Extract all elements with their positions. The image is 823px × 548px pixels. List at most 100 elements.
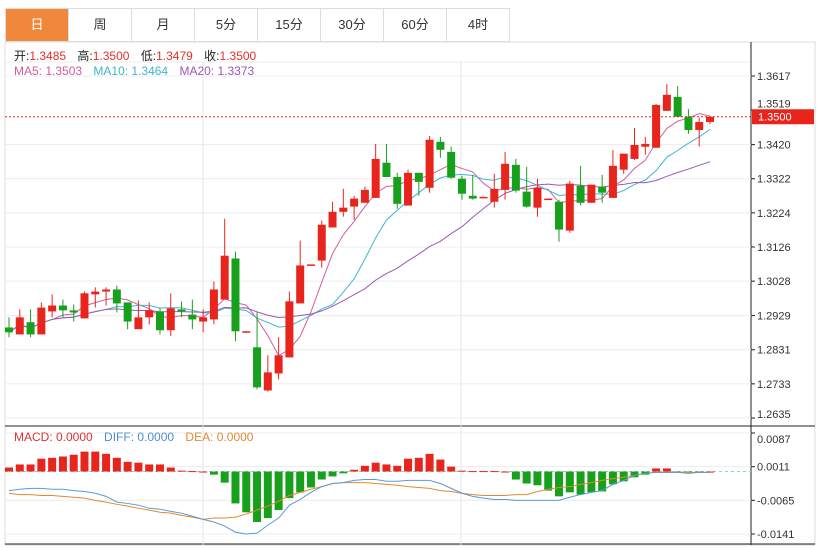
candle-body — [360, 189, 369, 203]
macd-bar — [220, 471, 229, 483]
dea-line — [8, 471, 710, 520]
candle-body — [188, 314, 197, 320]
macd-bar — [263, 471, 272, 519]
candle-body — [123, 302, 132, 322]
candle-body — [608, 165, 617, 198]
candle-body — [48, 305, 57, 312]
tab-30min[interactable]: 30分 — [321, 9, 384, 41]
candle — [102, 287, 111, 306]
macd-bar — [447, 466, 456, 472]
candle-body — [285, 301, 294, 358]
candle-body — [479, 196, 488, 199]
candle-body — [511, 164, 520, 191]
macd-bar — [15, 464, 24, 472]
candle — [37, 302, 46, 335]
candle — [166, 293, 175, 337]
candle-body — [155, 311, 164, 331]
candle — [350, 195, 359, 220]
candle — [177, 301, 186, 318]
price-tick-label: 1.2929 — [757, 311, 791, 323]
candle-body — [522, 191, 531, 207]
candle — [684, 109, 693, 134]
candle — [393, 172, 402, 209]
candle — [468, 174, 477, 200]
macd-bar — [619, 471, 628, 482]
candle-body — [306, 264, 315, 266]
candle-body — [414, 172, 423, 182]
candle-body — [220, 255, 229, 300]
macd-bar — [436, 459, 445, 472]
tab-5min[interactable]: 5分 — [195, 9, 258, 41]
candle — [285, 291, 294, 358]
candle-body — [177, 309, 186, 312]
candle — [608, 149, 617, 198]
candle-body — [134, 317, 143, 330]
candle-body — [199, 317, 208, 322]
candle — [48, 294, 57, 318]
macd-bar — [209, 471, 218, 475]
macd-bar — [511, 471, 520, 480]
candle-body — [468, 195, 477, 199]
macd-bar — [339, 471, 348, 474]
tab-15min[interactable]: 15分 — [258, 9, 321, 41]
open-value: 1.3485 — [29, 49, 67, 63]
candle — [630, 127, 639, 160]
low-label: 低: — [140, 49, 157, 63]
macd-bar — [58, 456, 67, 472]
candle — [155, 308, 164, 335]
high-label: 高: — [77, 49, 93, 63]
tab-60min[interactable]: 60分 — [384, 9, 447, 41]
macd-bar — [37, 458, 46, 472]
candle-body — [166, 308, 175, 331]
candle-body — [37, 307, 46, 335]
close-value: 1.3500 — [219, 49, 257, 63]
candle-body — [102, 289, 111, 292]
price-tick-label: 1.3420 — [757, 140, 791, 152]
macd-bar — [371, 462, 380, 472]
candle-body — [371, 158, 380, 198]
candle-body — [393, 176, 402, 204]
candle-body — [587, 184, 596, 203]
candle — [220, 218, 229, 300]
candle-body — [673, 96, 682, 117]
candle — [253, 312, 262, 390]
tab-week[interactable]: 周 — [69, 9, 132, 41]
candle-body — [231, 258, 240, 332]
candle — [414, 172, 423, 196]
candle-body — [253, 347, 262, 388]
tab-4hour[interactable]: 4时 — [447, 9, 510, 41]
macd-bar — [306, 471, 315, 488]
macd-bar — [382, 464, 391, 472]
candle-body — [684, 116, 693, 130]
candle — [576, 165, 585, 206]
price-tick-label: 1.3322 — [757, 174, 791, 186]
candle — [533, 178, 542, 217]
candle — [447, 146, 456, 179]
ohlc-readout: 开:1.3485 高:1.3500 低:1.3479 收:1.3500 — [14, 47, 264, 64]
macd-histogram — [5, 451, 714, 523]
open-label: 开: — [14, 49, 30, 63]
candle-body — [619, 153, 628, 170]
diff-value: DIFF: 0.0000 — [104, 430, 175, 444]
candle — [641, 136, 650, 155]
candle-body — [533, 187, 542, 208]
tab-month[interactable]: 月 — [132, 9, 195, 41]
price-tick-label: 1.3519 — [757, 99, 791, 111]
candle-body — [662, 94, 671, 111]
candle-body — [555, 201, 564, 230]
last-price-marker: 1.3500 — [5, 109, 814, 125]
moving-average-lines — [8, 113, 711, 357]
candle — [26, 309, 35, 338]
macd-bar — [565, 471, 574, 493]
macd-bar — [166, 467, 175, 472]
candle-body — [15, 317, 24, 335]
tab-day[interactable]: 日 — [6, 9, 69, 41]
candle-body — [425, 139, 434, 188]
candle — [112, 285, 121, 313]
macd-bar — [576, 471, 585, 495]
dea-value: DEA: 0.0000 — [185, 430, 254, 444]
candle — [706, 116, 714, 125]
candle-body — [630, 144, 639, 159]
candle — [522, 166, 531, 208]
